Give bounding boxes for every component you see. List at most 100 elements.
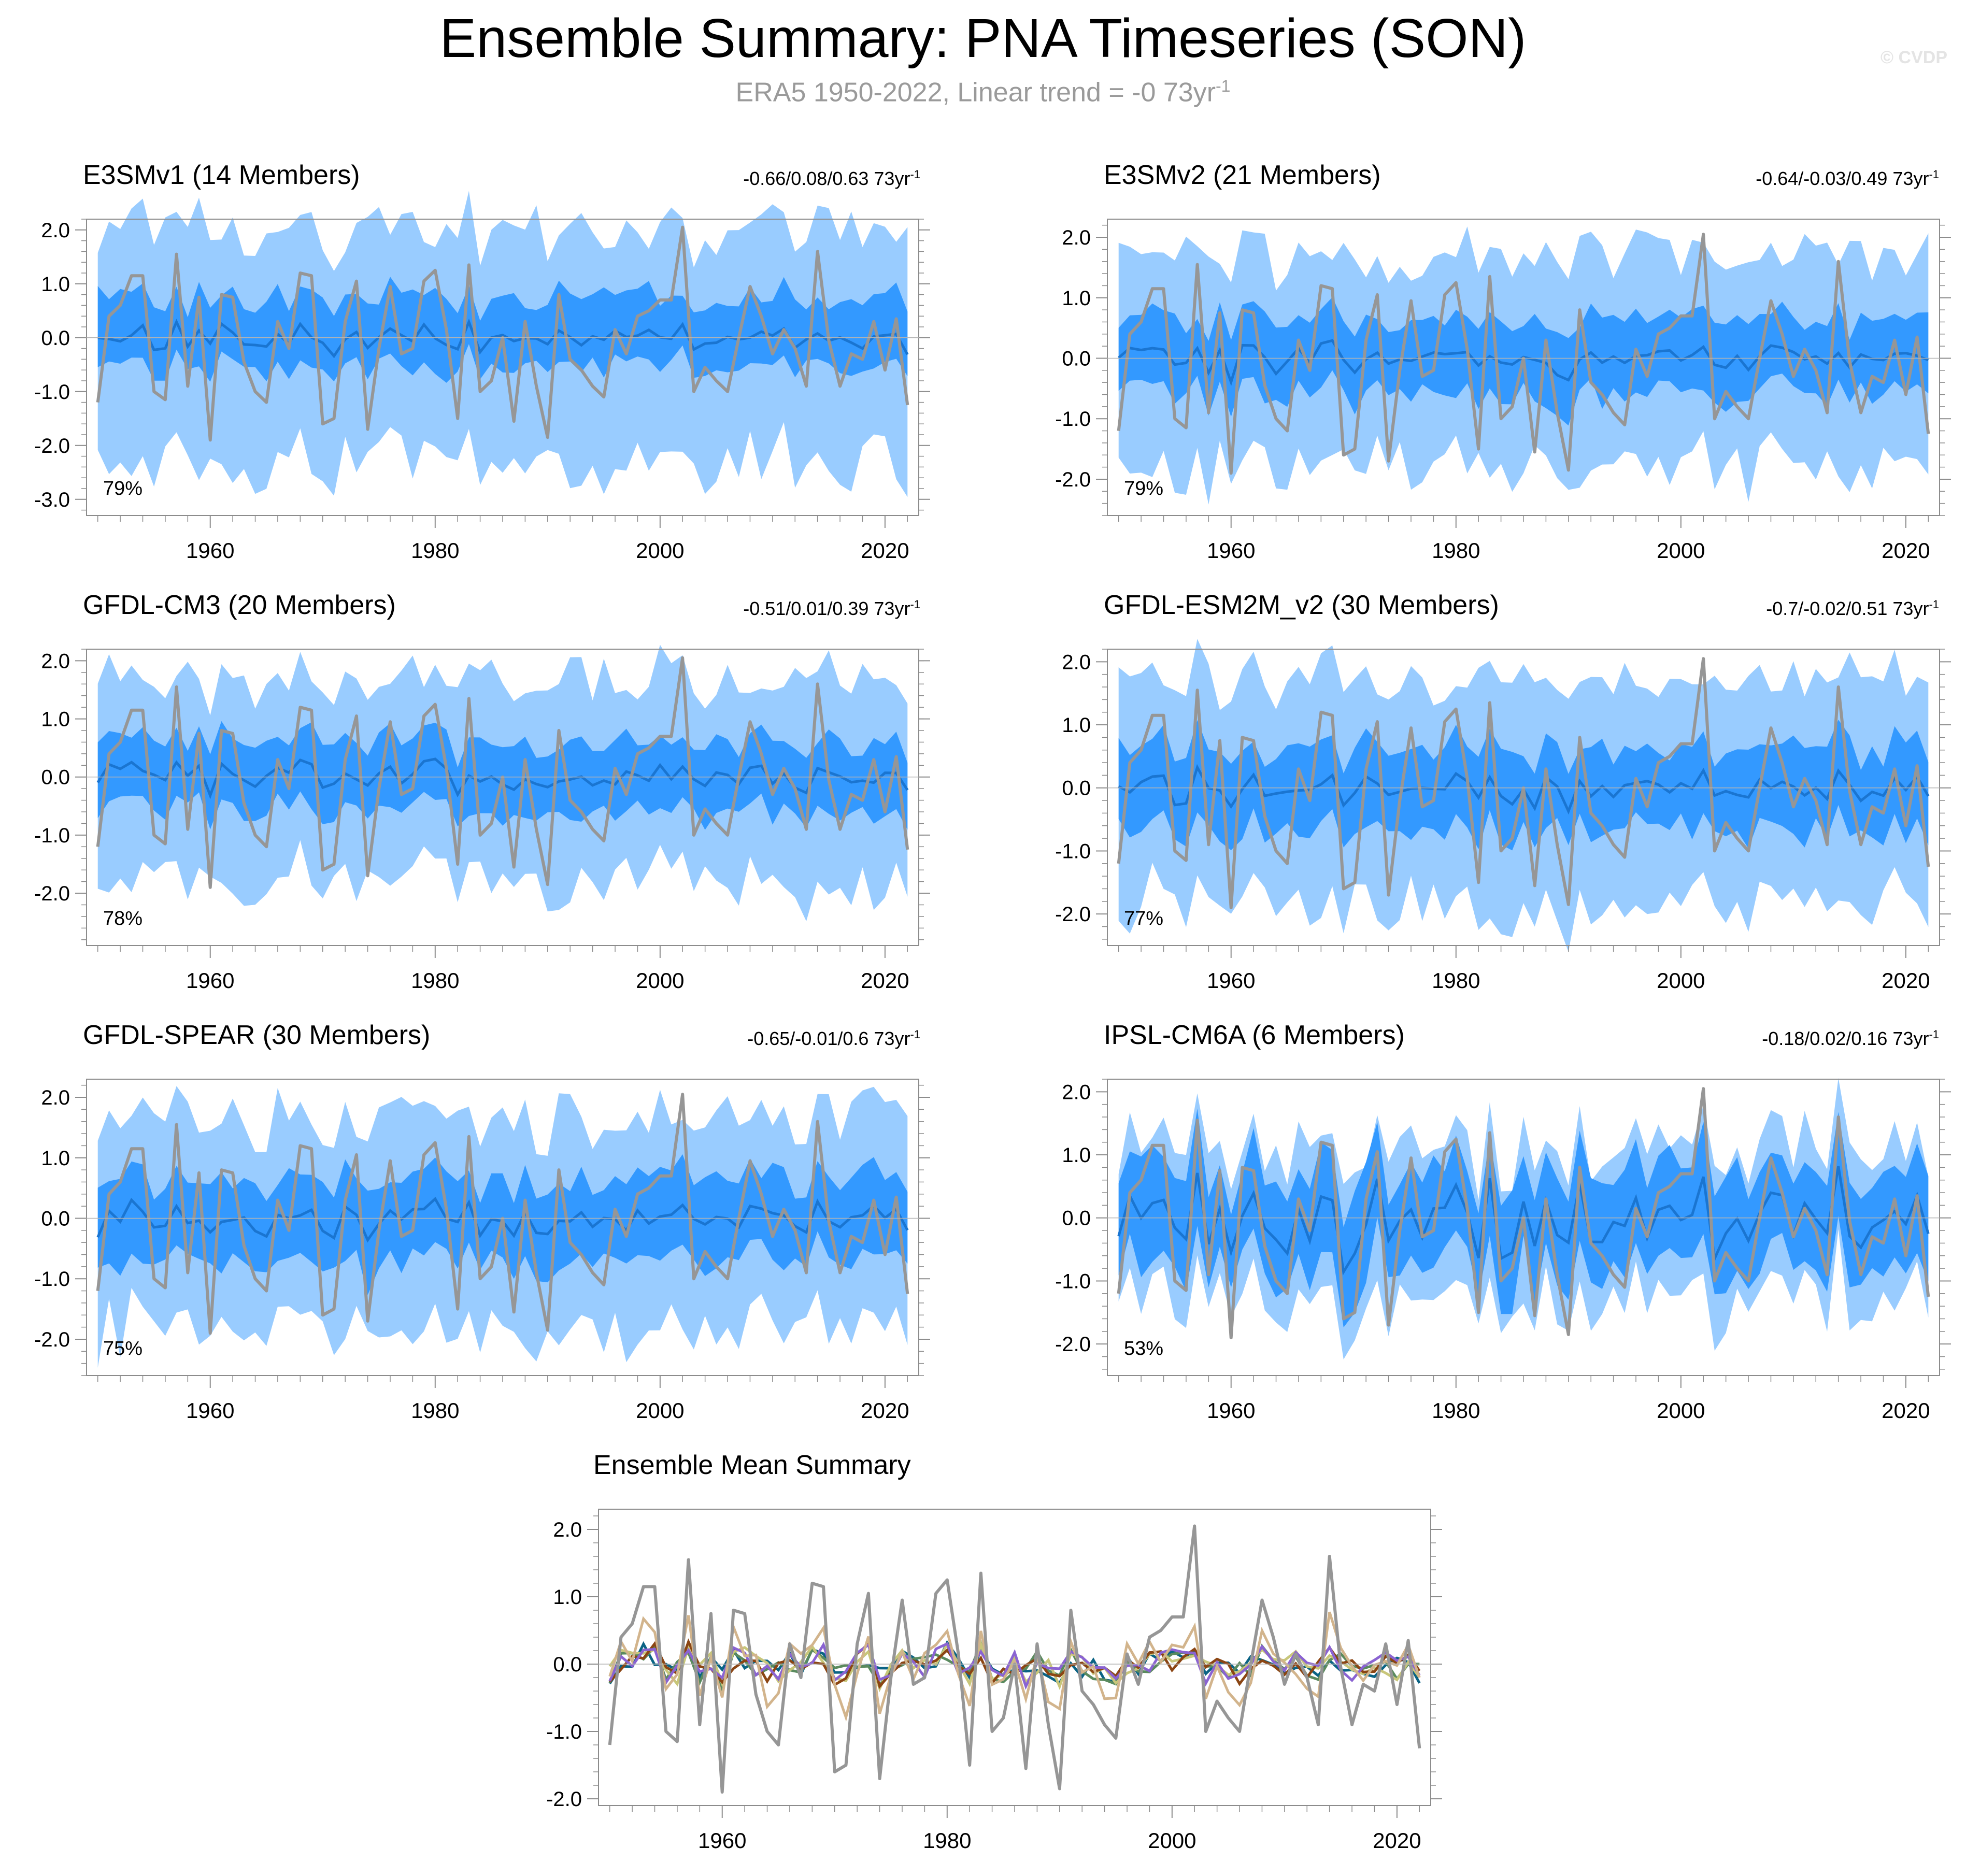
y-tick-label: -2.0 [34,882,70,905]
x-tick-label: 1980 [411,538,459,563]
percent-label: 79% [103,478,143,499]
y-tick-label: 0.0 [553,1653,582,1676]
trend-text: -0.64/-0.03/0.49 73yr [1756,168,1929,189]
percent-label: 53% [1124,1338,1163,1359]
page-subtitle: ERA5 1950-2022, Linear trend = -0 73yr-1 [0,77,1966,108]
percent-label: 77% [1124,908,1163,929]
x-tick-label: 1980 [1432,968,1480,993]
x-tick-label: 2000 [1657,968,1705,993]
chart-GFDL-ESM2M_v2: 2.0 1.0 0.0 -1.0 -2.0 1960 1980 2000 2020 77% [1055,639,1951,993]
y-tick-label: -2.0 [34,1328,70,1351]
x-tick-label: 1980 [1432,1398,1480,1423]
cvdp-watermark: © CVDP [1880,48,1947,67]
x-tick-label: 1960 [186,968,234,993]
y-tick-label: 2.0 [41,650,70,672]
ensemble-mean-line [97,318,909,359]
x-tick-label: 1960 [186,538,234,563]
y-tick-label: 0.0 [41,1207,70,1230]
y-tick-label: -1.0 [1055,840,1091,863]
chart-IPSL-CM6A: 2.0 1.0 0.0 -1.0 -2.0 1960 1980 2000 2020 53% [1055,1078,1951,1423]
panel-trend-gfdl-spear: -0.65/-0.01/0.6 73yr-1 [747,1028,920,1050]
x-tick-label: 2000 [1657,1398,1705,1423]
chart-GFDL-SPEAR: 2.0 1.0 0.0 -1.0 -2.0 1960 1980 2000 2020 75% [34,1079,930,1423]
chart-E3SMv2: 2.0 1.0 0.0 -1.0 -2.0 1960 1980 2000 2020 79% [1055,219,1951,563]
y-tick-label: -1.0 [1055,408,1091,431]
x-tick-label: 1960 [1207,968,1255,993]
panel-title-e3smv1: E3SMv1 (14 Members) [83,160,360,190]
percent-label: 79% [1124,478,1163,499]
x-tick-label: 2020 [1373,1828,1421,1853]
x-tick-label: 1960 [698,1828,746,1853]
x-tick-label: 2000 [636,968,684,993]
y-tick-label: 0.0 [1062,777,1091,800]
subtitle-text: ERA5 1950-2022, Linear trend = -0 73yr [735,77,1216,108]
y-tick-label: -2.0 [1055,1333,1091,1356]
y-tick-label: 2.0 [553,1519,582,1541]
y-tick-label: 0.0 [1062,1207,1091,1230]
panel-trend-gfdl-cm3: -0.51/0.01/0.39 73yr-1 [743,598,920,620]
percent-label: 78% [103,908,143,929]
y-tick-label: -1.0 [34,1268,70,1291]
y-tick-label: 1.0 [41,708,70,731]
trend-text: -0.18/0.02/0.16 73yr [1762,1028,1929,1049]
trend-sup: -1 [1929,168,1939,181]
y-tick-label: 1.0 [41,273,70,296]
x-tick-label: 1980 [1432,538,1480,563]
y-tick-label: 0.0 [1062,347,1091,370]
y-tick-label: 2.0 [41,1086,70,1109]
trend-text: -0.7/-0.02/0.51 73yr [1766,598,1929,619]
x-tick-label: 2000 [636,538,684,563]
y-tick-label: -2.0 [1055,903,1091,926]
trend-sup: -1 [1929,1028,1939,1041]
y-tick-label: 2.0 [1062,226,1091,249]
x-tick-label: 1960 [1207,538,1255,563]
y-tick-label: 0.0 [41,766,70,789]
x-tick-label: 1960 [186,1398,234,1423]
panel-title-gfdl-cm3: GFDL-CM3 (20 Members) [83,590,396,620]
y-tick-label: 0.0 [41,327,70,350]
y-tick-label: -1.0 [34,824,70,847]
y-tick-label: -2.0 [546,1788,582,1811]
y-tick-label: 1.0 [1062,1144,1091,1167]
x-tick-label: 2020 [861,538,909,563]
trend-sup: -1 [910,168,920,181]
panel-title-ipsl-cm6a: IPSL-CM6A (6 Members) [1104,1020,1405,1050]
x-tick-label: 2020 [861,1398,909,1423]
trend-text: -0.65/-0.01/0.6 73yr [747,1028,910,1049]
summary-line-ipsl-cm6a [608,1611,1421,1722]
chart-E3SMv1: 2.0 1.0 0.0 -1.0 -2.0 -3.0 1960 1980 2000 2020 79% [34,191,930,563]
x-tick-label: 2020 [1882,968,1930,993]
y-tick-label: 2.0 [1062,1081,1091,1104]
panel-title-gfdl-esm2m: GFDL-ESM2M_v2 (30 Members) [1104,590,1499,620]
y-tick-label: 1.0 [41,1147,70,1170]
x-tick-label: 2020 [1882,538,1930,563]
summary-line-gfdl-cm3 [608,1640,1421,1693]
summary-title: Ensemble Mean Summary [593,1450,911,1480]
subtitle-sup: -1 [1216,77,1231,95]
y-tick-label: 1.0 [553,1586,582,1609]
panel-title-e3smv2: E3SMv2 (21 Members) [1104,160,1381,190]
page-title: Ensemble Summary: PNA Timeseries (SON) [439,8,1527,69]
trend-text: -0.51/0.01/0.39 73yr [743,598,910,619]
x-tick-label: 2000 [1148,1828,1196,1853]
percent-label: 75% [103,1338,143,1359]
trend-sup: -1 [1929,598,1939,611]
y-tick-label: -2.0 [34,435,70,457]
x-tick-label: 1960 [1207,1398,1255,1423]
panel-trend-gfdl-esm2m: -0.7/-0.02/0.51 73yr-1 [1766,598,1939,620]
y-tick-label: 1.0 [1062,287,1091,310]
y-tick-label: -1.0 [546,1721,582,1743]
panel-trend-ipsl-cm6a: -0.18/0.02/0.16 73yr-1 [1762,1028,1939,1050]
chart-summary: 2.0 1.0 0.0 -1.0 -2.0 1960 1980 2000 2020 [546,1509,1442,1853]
x-tick-label: 1980 [411,1398,459,1423]
inner-spread-band [97,277,908,383]
trend-sup: -1 [910,598,920,611]
panel-title-gfdl-spear: GFDL-SPEAR (30 Members) [83,1020,431,1050]
y-tick-label: -1.0 [34,381,70,404]
y-tick-label: -2.0 [1055,468,1091,491]
y-tick-label: 1.0 [1062,714,1091,737]
chart-GFDL-CM3: 2.0 1.0 0.0 -1.0 -2.0 1960 1980 2000 2020 78% [34,645,930,993]
x-tick-label: 1980 [923,1828,971,1853]
panel-trend-e3smv1: -0.66/0.08/0.63 73yr-1 [743,168,920,190]
